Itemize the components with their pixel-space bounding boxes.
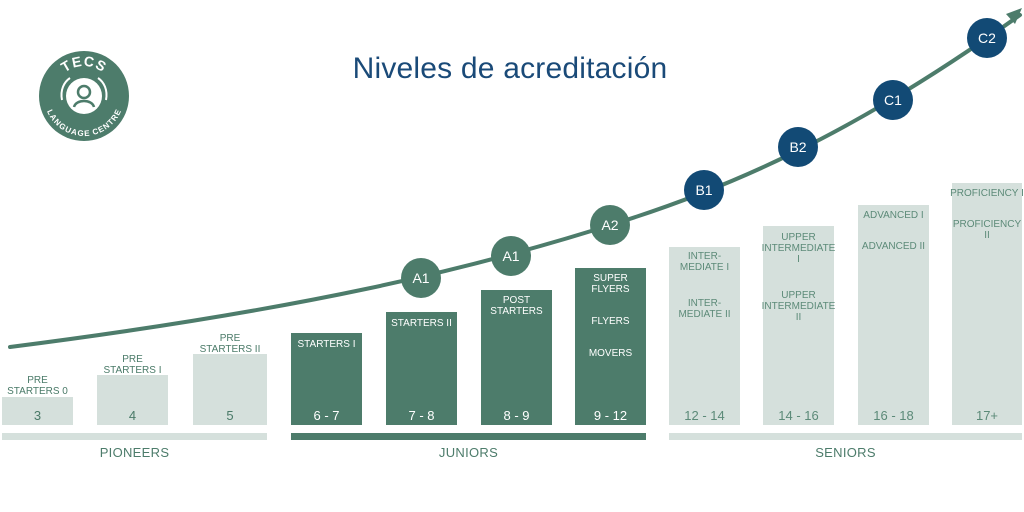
level-column-2: PRE STARTERS I 4 [97,354,168,425]
juniors-band [291,433,646,440]
level-label: POST [502,295,531,306]
level-label: PRE [219,333,241,344]
level-label: PRE [122,354,143,365]
level-label: MOVERS [588,348,633,359]
level-label: UPPER [781,232,816,243]
level-label: INTER- [687,298,722,309]
level-column-5: STARTERS II 7 - 8 [386,312,457,425]
level-label: MEDIATE II [678,309,731,320]
cefr-badge-c2: C2 [967,18,1007,58]
level-column-8: INTER- MEDIATE I INTER- MEDIATE II 12 - … [669,247,740,425]
level-label: STARTERS II [199,344,261,355]
level-label: MEDIATE I [679,262,730,273]
age-label: 12 - 14 [684,408,725,423]
level-label: STARTERS [490,306,543,317]
cefr-badge-a1: A1 [491,236,531,276]
level-label: INTERMEDIATE I [761,243,836,265]
arrowhead-icon [1006,8,1022,24]
level-label: INTERMEDIATE II [761,301,836,323]
level-label: PROFICIENCY II [952,219,1022,241]
age-label: 3 [33,408,42,423]
cefr-badge-a2: A2 [590,205,630,245]
pioneers-band [2,433,267,440]
level-label: INTER- [687,251,722,262]
age-label: 4 [128,408,137,423]
level-column-6: POST STARTERS 8 - 9 [481,290,552,425]
age-label: 6 - 7 [313,408,340,423]
group-label-juniors: JUNIORS [438,445,499,460]
group-label-pioneers: PIONEERS [99,445,170,460]
level-label: SUPER [593,273,628,284]
cefr-badge-b2: B2 [778,127,818,167]
age-label: 17+ [975,408,999,423]
level-column-3: PRE STARTERS II 5 [193,333,267,425]
level-label: FLYERS [591,284,630,295]
level-column-10: ADVANCED I ADVANCED II 16 - 18 [858,205,929,425]
tecs-logo: TECS LANGUAGE CENTRE [38,50,130,142]
level-label: STARTERS 0 [7,386,68,397]
age-label: 8 - 9 [503,408,530,423]
age-label: 9 - 12 [593,408,628,423]
level-column-9: UPPER INTERMEDIATE I UPPER INTERMEDIATE … [761,226,836,425]
level-column-1: PRE STARTERS 0 3 [2,375,73,425]
level-label: STARTERS II [391,318,452,329]
cefr-badge-b1: B1 [684,170,724,210]
level-label: ADVANCED I [863,210,924,221]
group-label-seniors: SENIORS [815,445,876,460]
level-label: FLYERS [591,316,630,327]
cefr-badge-a1: A1 [401,258,441,298]
seniors-band [669,433,1022,440]
age-label: 16 - 18 [873,408,914,423]
age-label: 5 [226,408,234,423]
level-column-7: SUPER FLYERS FLYERS MOVERS 9 - 12 [575,268,646,425]
page-title: Niveles de acreditación [352,52,668,85]
level-label: STARTERS I [297,339,356,350]
level-label: PRE [27,375,48,386]
level-label: UPPER [781,290,816,301]
cefr-badge-c1: C1 [873,80,913,120]
level-label: PROFICIENCY I [950,188,1024,199]
age-label: 7 - 8 [408,408,435,423]
level-column-11: PROFICIENCY I PROFICIENCY II 17+ [950,183,1024,425]
level-column-4: STARTERS I 6 - 7 [291,333,362,425]
age-label: 14 - 16 [778,408,819,423]
level-label: ADVANCED II [861,241,926,252]
level-label: STARTERS I [103,365,162,376]
